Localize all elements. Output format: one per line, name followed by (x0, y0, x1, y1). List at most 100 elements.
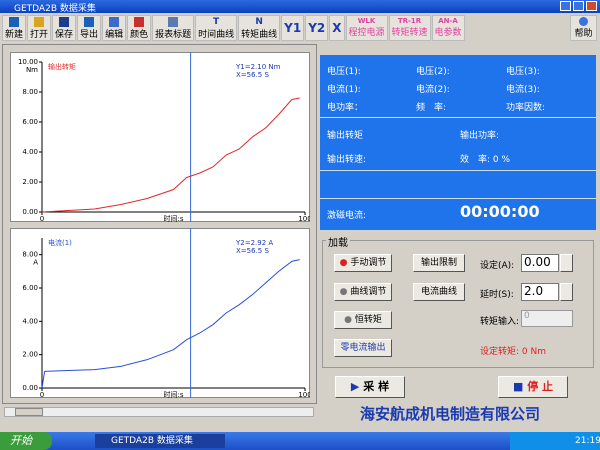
y-tick-label: 4.00 (22, 317, 38, 325)
company: 海安航成机电制造有限公司 (360, 405, 541, 423)
x-label: 时间:s (163, 390, 183, 398)
timer: 00:00:00 (460, 202, 540, 221)
button-label: 程控电源 (348, 28, 385, 38)
button-top: Y2 (308, 21, 326, 35)
icon (59, 17, 70, 27)
minimize[interactable] (560, 1, 571, 11)
manual-button[interactable]: ● 手动调节 (334, 254, 392, 272)
button-top: TR-1R (397, 17, 422, 25)
sample-button[interactable]: ▶ 采 样 (335, 376, 405, 398)
toolbar-button[interactable]: 报表标题 (152, 15, 195, 41)
y-unit: Nm (26, 66, 38, 74)
button-top: AN-A (438, 17, 458, 25)
meter: 输出功率: (460, 131, 500, 141)
spinner[interactable] (560, 283, 573, 301)
icon (168, 17, 179, 27)
set-label: 设定(A): (480, 261, 515, 271)
meter: 电功率： (327, 103, 364, 113)
data-line (41, 259, 300, 389)
button-label: 保存 (55, 30, 74, 40)
toolbar-button[interactable]: 新建 (2, 15, 27, 41)
y-tick-label: 2.00 (22, 178, 38, 186)
limit-button[interactable]: 输出限制 (413, 254, 465, 272)
torque-input-label: 转矩输入: (480, 317, 520, 327)
toolbar-button[interactable]: Y1 (281, 15, 305, 41)
button-label: 电参数 (434, 28, 462, 38)
window-title: GETDA2B 数据采集 (14, 4, 96, 14)
meter: 电流(2): (416, 85, 450, 95)
load-group (322, 240, 594, 368)
y-tick-label: 8.00 (22, 88, 38, 96)
meter: 效 率: 0 % (460, 155, 511, 165)
toolbar-button[interactable]: 保存 (52, 15, 77, 41)
load-legend: 加载 (326, 234, 350, 249)
y-tick-label: 0.00 (22, 384, 38, 392)
meter: 电流(3): (506, 85, 540, 95)
meter-panel: 电压(1): 电压(2): 电压(3): 电流(1): 电流(2): 电流(3)… (320, 55, 596, 230)
meter: 输出转速: (327, 155, 367, 165)
meter: 功率因数: (506, 103, 546, 113)
button-label: 导出 (80, 30, 99, 40)
button-top: N (255, 17, 263, 27)
const-torque-button[interactable]: ● 恒转矩 (334, 311, 392, 329)
close[interactable] (586, 1, 597, 11)
plot-current: 0.00 2.00 4.00 6.00 8.00A 0 100 时间:s 电流(1) Y2=2.9… (10, 228, 310, 398)
current-curve-button[interactable]: 电流曲线 (413, 283, 465, 301)
toolbar-button[interactable]: X (329, 15, 345, 41)
data-line (41, 97, 300, 213)
y-tick-label: 4.00 (22, 148, 38, 156)
zero-button[interactable]: 零电流输出 (334, 339, 392, 357)
meter: 电压(3): (506, 67, 540, 77)
plot-frame (10, 52, 310, 222)
icon (109, 17, 120, 27)
icon (84, 17, 95, 27)
toolbar-button[interactable]: N 转矩曲线 (238, 15, 281, 41)
series-name: 电流(1) (48, 238, 72, 247)
button-label: 报表标题 (155, 30, 192, 40)
y-tick-label: 6.00 (22, 118, 38, 126)
y-tick-label: 6.00 (22, 284, 38, 292)
label: 手动调节 (350, 258, 387, 268)
stop-button[interactable]: ■ 停 止 (498, 376, 568, 398)
title-bar: GETDA2B 数据采集 (0, 0, 600, 14)
button-label: 编辑 (105, 30, 124, 40)
icon (134, 17, 145, 27)
meter: 频 率: (416, 103, 447, 113)
delay-label: 延时(S): (480, 290, 514, 300)
clock: 21:19 (575, 436, 600, 446)
x-tick-label: 100 (298, 391, 310, 398)
start-button[interactable]: 开始 (0, 432, 52, 450)
label: 曲线调节 (350, 287, 387, 297)
maximize[interactable] (573, 1, 584, 11)
toolbar-button[interactable]: TR-1R 转矩转速 (388, 15, 431, 41)
torque-field[interactable]: 0 (521, 310, 573, 327)
toolbar-button[interactable]: 颜色 (127, 15, 152, 41)
meter: 电压(2): (416, 67, 450, 77)
button-label: 新建 (5, 30, 24, 40)
meter: 输出转矩 (327, 131, 364, 141)
toolbar-button[interactable]: T 时间曲线 (195, 15, 238, 41)
help-button[interactable]: 帮助 (570, 15, 597, 41)
curve-button[interactable]: ● 曲线调节 (334, 283, 392, 301)
y-tick-label: 2.00 (22, 351, 38, 359)
task-button[interactable]: GETDA2B 数据采集 (95, 434, 225, 448)
toolbar-button[interactable]: Y2 (305, 15, 329, 41)
meter: 电流(1): (327, 85, 361, 95)
toolbar-button[interactable]: 打开 (27, 15, 52, 41)
readout: Y1=2.10 Nm (235, 63, 281, 71)
readout: X=56.5 S (236, 247, 269, 255)
h-scrollbar[interactable] (4, 407, 314, 417)
toolbar-button[interactable]: AN-A 电参数 (431, 15, 465, 41)
toolbar-button[interactable]: WLK 程控电源 (345, 15, 388, 41)
delay-field[interactable]: 2.0 (521, 283, 559, 301)
button-label: 转矩曲线 (241, 30, 278, 40)
series-name: 输出转矩 (48, 62, 76, 71)
button-label: 打开 (30, 30, 49, 40)
toolbar-button[interactable]: 编辑 (102, 15, 127, 41)
set-field[interactable]: 0.00 (521, 254, 559, 272)
button-top: X (332, 21, 342, 35)
spinner[interactable] (560, 254, 573, 272)
toolbar-button[interactable]: 导出 (77, 15, 102, 41)
button-top: Y1 (284, 21, 302, 35)
